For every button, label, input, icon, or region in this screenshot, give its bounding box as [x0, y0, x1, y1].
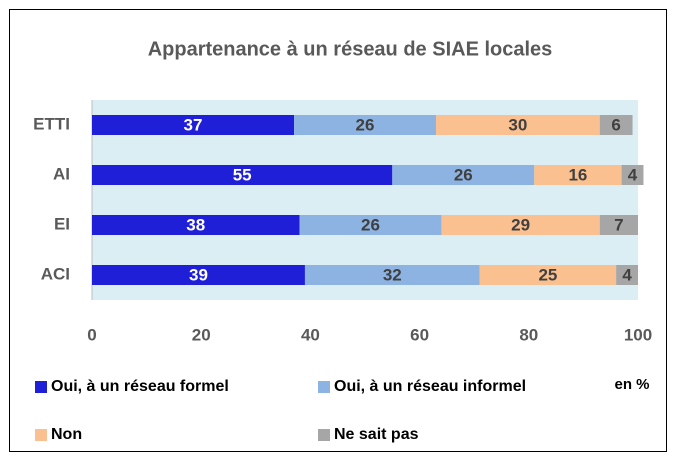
y-tick-label: ACI: [41, 264, 70, 283]
bar-segment: [294, 115, 436, 135]
data-label: 55: [233, 165, 252, 184]
data-label: 4: [622, 265, 632, 284]
bar-segment: [304, 265, 480, 285]
data-label: 16: [568, 165, 587, 184]
x-tick-label: 60: [410, 325, 429, 344]
data-label: 7: [614, 215, 623, 234]
bar-segment: [441, 215, 600, 235]
x-tick-label: 20: [192, 325, 211, 344]
bar-segment: [92, 165, 393, 185]
data-label: 37: [184, 115, 203, 134]
x-tick-label: 0: [87, 325, 96, 344]
data-label: 38: [186, 215, 205, 234]
legend-swatch: [318, 381, 330, 393]
bar-segment: [92, 215, 300, 235]
data-label: 30: [508, 115, 527, 134]
y-tick-label: EI: [54, 214, 70, 233]
data-label: 29: [511, 215, 530, 234]
bar-segment: [616, 265, 638, 285]
data-label: 25: [538, 265, 557, 284]
bar-segment: [92, 115, 295, 135]
bar-segment: [479, 265, 617, 285]
data-label: 26: [356, 115, 375, 134]
data-label: 39: [189, 265, 208, 284]
legend-label: Ne sait pas: [334, 426, 419, 443]
bar-segment: [621, 165, 644, 185]
bar-segment: [299, 215, 442, 235]
data-label: 32: [383, 265, 402, 284]
data-label: 4: [628, 165, 638, 184]
bar-segment: [92, 265, 305, 285]
data-label: 6: [611, 115, 620, 134]
x-tick-label: 100: [624, 325, 652, 344]
bar-segment: [435, 115, 600, 135]
legend-label: Oui, à un réseau informel: [334, 378, 526, 395]
bar-segment: [534, 165, 622, 185]
x-tick-label: 40: [301, 325, 320, 344]
bar-segment: [392, 165, 535, 185]
legend-swatch: [35, 381, 47, 393]
bar-segment: [599, 215, 638, 235]
data-label: 26: [361, 215, 380, 234]
chart-title: Appartenance à un réseau de SIAE locales: [148, 38, 553, 60]
x-tick-label: 80: [519, 325, 538, 344]
bar-segment: [599, 115, 633, 135]
legend-label: Oui, à un réseau formel: [51, 378, 229, 395]
legend-swatch: [35, 429, 47, 441]
y-tick-label: ETTI: [33, 114, 70, 133]
legend-label: Non: [51, 426, 82, 443]
annotation: en %: [614, 376, 649, 393]
data-label: 26: [454, 165, 473, 184]
legend-swatch: [318, 429, 330, 441]
y-tick-label: AI: [53, 164, 70, 183]
